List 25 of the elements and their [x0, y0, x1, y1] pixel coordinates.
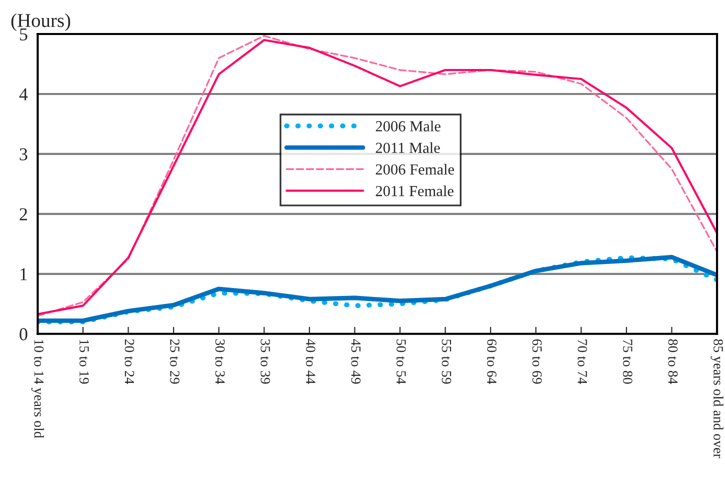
x-tick-label: 80 to 84: [668, 339, 678, 384]
x-tick-label: 65 to 69: [532, 339, 542, 384]
legend-label: 2011 Male: [376, 142, 440, 154]
x-tick-label: 50 to 54: [396, 340, 406, 384]
y-tick-label: 4: [19, 88, 28, 100]
x-tick-label: 85 years old and over: [710, 339, 724, 458]
x-tick-label: 35 to 39: [260, 339, 270, 384]
x-tick-label: 20 to 24: [124, 339, 134, 384]
y-tick-label: 3: [20, 148, 28, 160]
y-tick-label: 0: [20, 328, 28, 340]
legend-label: 2006 Male: [376, 120, 440, 132]
x-tick-label: 30 to 34: [215, 339, 225, 384]
x-tick-label: 10 to 14 years old: [31, 340, 44, 438]
y-tick-label: 1: [20, 268, 27, 280]
x-tick-label: 70 to 74: [578, 340, 588, 384]
x-tick-label: 55 to 59: [442, 340, 452, 384]
x-tick-label: 40 to 44: [306, 339, 316, 384]
x-tick-label: 45 to 49: [351, 339, 361, 384]
x-tick-label: 15 to 19: [80, 340, 89, 384]
legend-label: 2006 Female: [376, 164, 454, 175]
x-tick-label: 25 to 29: [170, 339, 180, 384]
y-tick-label: 2: [20, 208, 27, 220]
x-tick-label: 60 to 64: [487, 339, 496, 384]
legend-label: 2011 Female: [376, 185, 454, 196]
x-tick-label: 75 to 80: [622, 340, 632, 384]
